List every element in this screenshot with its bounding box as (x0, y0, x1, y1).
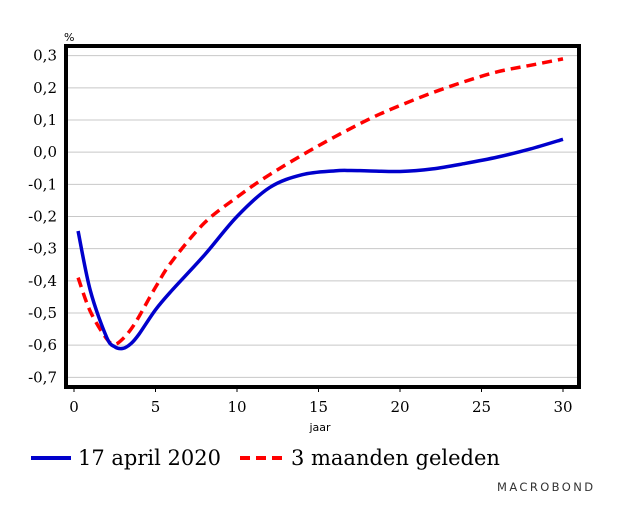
line-chart: % -0,7 -0,6 -0,5 -0,4 -0,3 -0,2 -0,1 0,0 0,1 0,2 0… (28, 31, 581, 434)
y-tick-label: -0,2 (28, 208, 57, 226)
legend-label-previous: 3 maanden geleden (290, 446, 500, 470)
x-axis-label: jaar (308, 421, 331, 434)
legend-swatch-solid (31, 456, 71, 460)
x-axis: 0 5 10 15 20 25 30 (69, 387, 573, 416)
legend-item-current: 17 april 2020 (30, 446, 221, 470)
y-axis: -0,7 -0,6 -0,5 -0,4 -0,3 -0,2 -0,1 0,0 0,1 0,2 0,3 (28, 47, 57, 387)
x-tick-label: 30 (553, 398, 572, 416)
y-tick-label: 0,1 (33, 111, 57, 129)
y-unit-label: % (64, 31, 74, 44)
x-tick-label: 0 (69, 398, 79, 416)
x-tick-label: 25 (472, 398, 491, 416)
brand-logo: MACROBOND (497, 480, 596, 494)
series-lines (76, 57, 564, 351)
legend-label-current: 17 april 2020 (78, 446, 221, 470)
y-tick-label: -0,6 (28, 336, 57, 354)
legend-swatch-dashed (239, 456, 284, 460)
y-tick-label: -0,1 (28, 175, 57, 193)
x-tick-label: 20 (390, 398, 409, 416)
y-tick-label: -0,7 (28, 368, 57, 386)
y-tick-label: 0,0 (33, 143, 57, 161)
y-tick-label: -0,3 (28, 240, 57, 258)
x-tick-label: 15 (309, 398, 328, 416)
plot-frame (64, 44, 581, 389)
y-tick-label: 0,2 (33, 79, 57, 97)
series-line-previous (76, 57, 564, 346)
y-tick-label: -0,5 (28, 304, 57, 322)
legend-item-previous: 3 maanden geleden (239, 446, 500, 470)
x-tick-label: 5 (151, 398, 161, 416)
y-tick-label: -0,4 (28, 272, 57, 290)
legend: 17 april 2020 3 maanden geleden (30, 446, 500, 470)
series-line-current (76, 137, 564, 351)
x-tick-label: 10 (227, 398, 246, 416)
y-tick-label: 0,3 (33, 47, 57, 65)
